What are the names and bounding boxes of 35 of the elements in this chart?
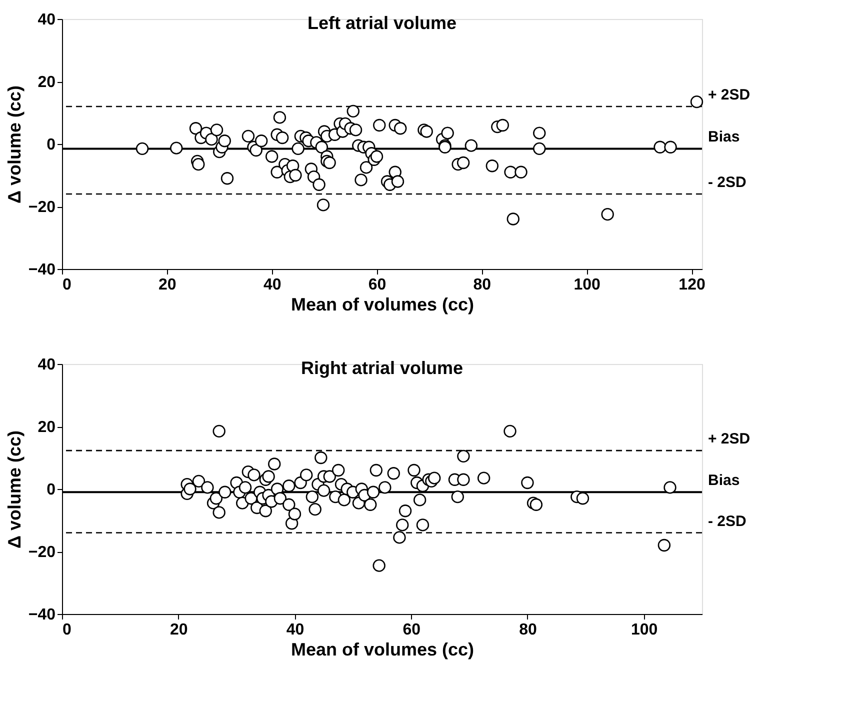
x-tick-label: 0 [62,622,72,638]
x-tick-label: 60 [402,622,421,638]
y-axis-title: Δ volume (cc) [4,86,24,204]
y-tick-label: 0 [46,136,56,154]
ref-line-label: + 2SD [708,86,750,104]
x-tick-label: 60 [368,276,386,294]
y-tick-label: 40 [38,356,56,374]
x-tick-label: 80 [519,622,537,638]
x-tick-label: 20 [158,276,176,294]
x-tick-label: 40 [263,276,282,294]
x-tick-label: 120 [678,276,706,294]
x-axis-title: Mean of volumes (cc) [290,640,474,660]
ref-line-label: Bias [708,128,740,146]
y-tick-label: −20 [28,199,56,216]
ref-line-label: + 2SD [708,430,750,448]
y-tick-label: −20 [28,544,56,561]
ref-line-label: - 2SD [708,512,747,530]
x-tick-label: 20 [170,622,188,638]
ref-line-label: - 2SD [708,174,747,191]
y-tick-label: −40 [28,606,56,624]
x-tick-label: 40 [286,622,304,638]
x-tick-label: 0 [62,276,72,294]
y-tick-label: 0 [46,482,56,498]
y-tick-label: 40 [38,12,56,28]
x-axis-title: Mean of volumes (cc) [290,294,474,314]
x-tick-label: 100 [574,276,601,294]
y-tick-label: 20 [38,74,56,91]
chart-title: Left atrial volume [307,13,457,33]
y-tick-label: 20 [38,419,56,436]
x-tick-label: 80 [473,276,492,294]
chart-title: Right atrial volume [300,358,464,378]
y-tick-label: −40 [28,262,56,278]
ref-line-label: Bias [708,472,740,490]
x-tick-label: 100 [630,622,658,638]
y-axis-title: Δ volume (cc) [4,430,24,548]
